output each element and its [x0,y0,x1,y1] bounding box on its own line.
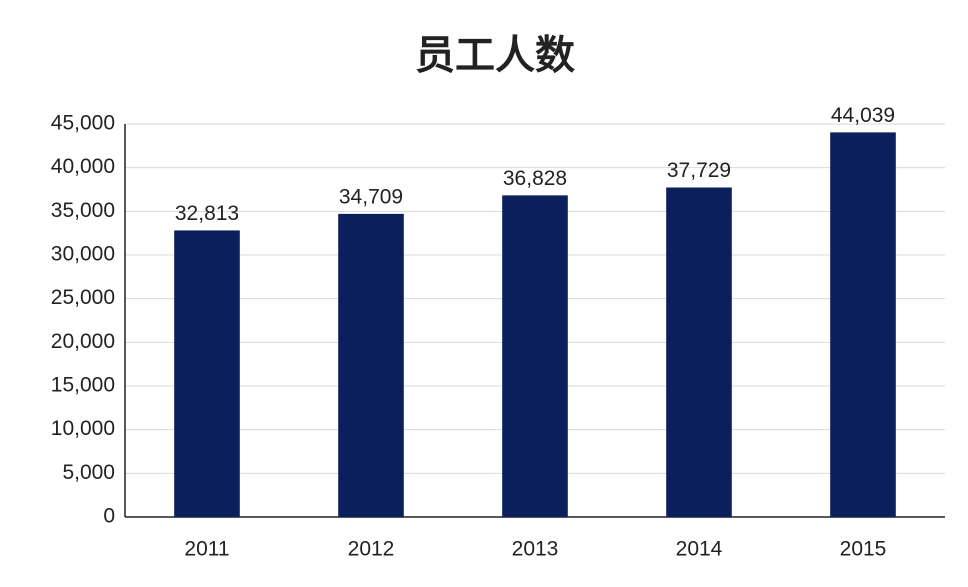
chart-title: 员工人数 [415,34,575,78]
y-tick-label: 5,000 [62,461,115,484]
x-tick-label: 2012 [348,538,395,561]
y-tick-label: 45,000 [51,112,115,135]
y-tick-label: 15,000 [51,374,115,397]
x-tick-label: 2015 [840,538,887,561]
data-label: 32,813 [175,202,239,225]
bar [666,187,732,517]
bar [502,195,568,517]
bar [830,132,896,517]
bar [174,230,240,517]
y-tick-label: 40,000 [51,155,115,178]
y-tick-label: 30,000 [51,243,115,266]
y-tick-label: 20,000 [51,330,115,353]
data-label: 44,039 [831,104,895,127]
x-tick-label: 2013 [512,538,559,561]
y-tick-label: 0 [103,505,115,528]
y-tick-label: 10,000 [51,417,115,440]
data-label: 36,828 [503,167,567,190]
y-tick-label: 35,000 [51,199,115,222]
x-tick-label: 2014 [676,538,723,561]
x-tick-label: 2011 [184,538,229,561]
data-label: 37,729 [667,159,731,182]
y-tick-label: 25,000 [51,286,115,309]
data-label: 34,709 [339,185,403,208]
bar [338,213,404,517]
